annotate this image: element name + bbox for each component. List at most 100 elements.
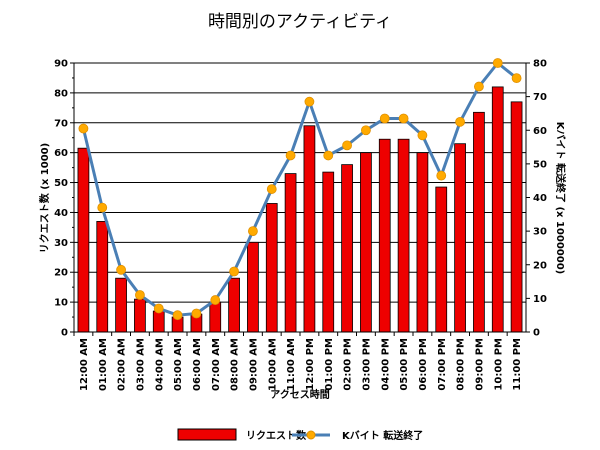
y-axis-right-label: Kバイト 転送終了 (x 1000000): [554, 122, 567, 275]
x-tick-label: 08:00 PM: [456, 338, 467, 391]
y-right-tick-label: 80: [533, 59, 547, 70]
kbytes-point: [116, 264, 126, 275]
kbytes-point: [153, 303, 164, 314]
x-tick-label: 11:00 PM: [512, 338, 523, 391]
y-left-tick-label: 10: [54, 298, 68, 309]
kbytes-point: [191, 308, 202, 319]
kbytes-point: [304, 96, 315, 107]
y-left-tick-label: 0: [61, 328, 68, 339]
legend-requests-label: リクエスト数: [246, 429, 307, 442]
bar-requests: [115, 277, 127, 333]
kbytes-point: [135, 290, 145, 300]
x-tick-label: 05:00 AM: [173, 338, 184, 391]
y-right-tick-label: 70: [533, 92, 547, 103]
kbytes-point: [342, 140, 352, 151]
kbytes-point: [398, 113, 409, 124]
kbytes-point: [248, 226, 258, 237]
x-tick-label: 01:00 PM: [324, 338, 335, 391]
kbytes-point: [511, 73, 522, 84]
bar-requests: [435, 186, 448, 333]
y-right-tick-label: 60: [533, 126, 547, 137]
x-tick-label: 11:00 AM: [286, 338, 297, 391]
y-left-tick-label: 20: [54, 268, 68, 279]
bar-requests: [473, 111, 485, 333]
y-right-tick-label: 20: [533, 260, 547, 271]
bar-requests: [397, 138, 410, 333]
kbytes-point: [417, 130, 428, 141]
x-axis-label: アクセス時間: [270, 388, 330, 401]
y-left-tick-label: 80: [54, 88, 68, 99]
x-tick-label: 02:00 AM: [117, 338, 128, 391]
y-left-tick-label: 30: [54, 238, 68, 249]
grid: [74, 62, 526, 303]
y-left-tick-label: 70: [54, 118, 68, 129]
bar-requests: [96, 221, 109, 333]
y-right-tick-label: 0: [533, 328, 540, 339]
x-tick-label: 12:00 PM: [305, 338, 316, 391]
y-right-tick-label: 40: [533, 193, 547, 204]
tick-labels: 0 10 20 30 40 50 60 70 80 90 0 10 20 30 40 50 60 70 80 12:0…: [54, 59, 547, 392]
bar-requests: [209, 301, 222, 333]
x-tick-label: 12:00 AM: [79, 338, 90, 391]
x-tick-label: 09:00 PM: [474, 338, 485, 391]
legend-kbytes-marker: [306, 430, 316, 440]
x-tick-label: 02:00 PM: [343, 338, 354, 391]
kbytes-series-line: [81, 61, 518, 317]
kbytes-point: [285, 150, 296, 161]
kbytes-point: [492, 58, 503, 68]
bar-requests: [416, 152, 429, 333]
bar-requests: [152, 310, 165, 333]
legend-kbytes-label: Kバイト 転送終了: [342, 429, 423, 442]
bar-requests: [284, 173, 297, 333]
y-left-tick-label: 40: [54, 208, 68, 219]
x-tick-label: 04:00 AM: [154, 338, 165, 391]
kbytes-point: [172, 310, 183, 321]
bar-requests: [228, 277, 240, 333]
bar-requests: [378, 138, 391, 333]
kbytes-point: [379, 113, 390, 124]
y-right-tick-label: 30: [533, 227, 547, 238]
kbytes-point: [229, 266, 239, 277]
y-right-tick-label: 10: [533, 294, 547, 305]
bar-requests: [247, 241, 259, 333]
x-tick-label: 06:00 AM: [192, 338, 203, 391]
bar-requests: [510, 101, 523, 333]
bar-requests: [303, 125, 316, 333]
kbytes-point: [455, 116, 465, 127]
bar-requests: [77, 147, 90, 333]
x-tick-label: 08:00 AM: [230, 338, 241, 391]
bar-requests: [265, 203, 278, 333]
kbytes-point: [266, 184, 277, 194]
y-axis-left-label: リクエスト数 (x 1000): [38, 143, 51, 253]
legend: リクエスト数 Kバイト 転送終了: [177, 428, 423, 442]
x-tick-label: 07:00 AM: [211, 338, 222, 391]
kbytes-point: [78, 123, 89, 134]
bar-requests: [491, 86, 504, 333]
y-right-tick-label: 50: [533, 159, 547, 170]
bars: [77, 86, 523, 333]
kbytes-line: [78, 58, 522, 321]
bar-requests: [454, 143, 466, 333]
x-tick-label: 06:00 PM: [418, 338, 429, 391]
kbytes-point: [436, 170, 447, 181]
bar-requests: [341, 164, 353, 333]
x-tick-label: 03:00 PM: [361, 338, 372, 391]
bar-requests: [134, 298, 146, 333]
bar-requests: [322, 171, 335, 333]
x-tick-label: 09:00 AM: [248, 338, 259, 391]
kbytes-point: [361, 125, 371, 136]
kbytes-point: [97, 202, 108, 213]
x-tick-label: 01:00 AM: [98, 338, 109, 391]
x-tick-label: 04:00 PM: [380, 338, 391, 391]
x-tick-label: 10:00 AM: [267, 338, 278, 391]
legend-requests-swatch: [177, 428, 237, 441]
axes: [70, 62, 530, 336]
y-left-tick-label: 90: [54, 59, 68, 70]
y-left-tick-label: 50: [54, 178, 68, 189]
x-tick-label: 07:00 PM: [437, 338, 448, 391]
x-tick-label: 05:00 PM: [399, 338, 410, 391]
kbytes-point: [323, 150, 334, 161]
y-left-tick-label: 60: [54, 148, 68, 159]
x-tick-label: 03:00 AM: [135, 338, 146, 391]
